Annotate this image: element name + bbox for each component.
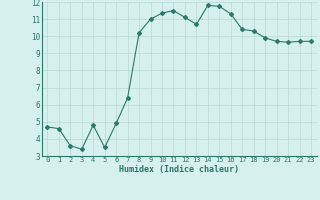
- X-axis label: Humidex (Indice chaleur): Humidex (Indice chaleur): [119, 165, 239, 174]
